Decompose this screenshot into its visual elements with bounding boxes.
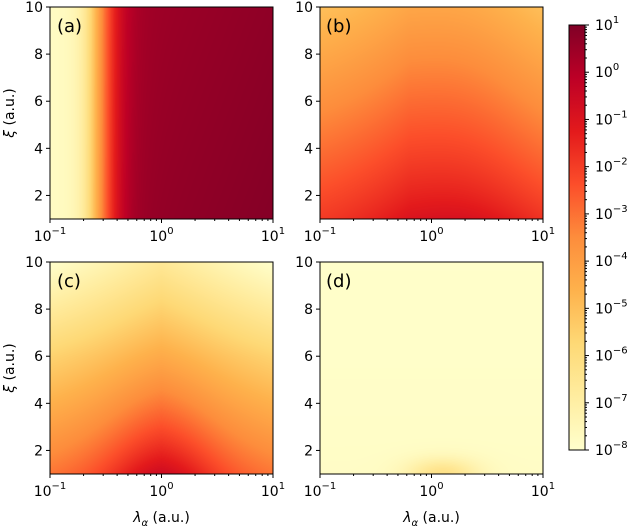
y-tick-label-b-10: 10: [295, 0, 313, 16]
colorbar-tick-label-2: 10−1: [595, 109, 628, 128]
x-tick-label-b-0: 10−1: [304, 226, 337, 245]
y-tick-label-a-10: 10: [25, 0, 43, 16]
colorbar-frame: [568, 24, 586, 451]
y-axis-label-a: ξ (a.u.): [2, 88, 18, 139]
heatmap-b: [320, 7, 543, 219]
x-tick-label-d-2: 101: [531, 481, 555, 500]
x-tick-label-b-1: 100: [419, 226, 443, 245]
x-tick-label-c-1: 100: [149, 481, 173, 500]
y-tick-label-d-10: 10: [295, 255, 313, 271]
x-tick-label-a-0: 10−1: [34, 226, 67, 245]
y-tick-label-d-4: 4: [304, 396, 313, 412]
y-tick-label-b-6: 6: [304, 94, 313, 110]
colorbar-tick-label-6: 10−5: [595, 298, 628, 317]
colorbar-tick-label-5: 10−4: [595, 251, 628, 270]
y-tick-label-b-4: 4: [304, 141, 313, 157]
y-tick-label-c-10: 10: [25, 255, 43, 271]
x-tick-label-d-0: 10−1: [304, 481, 337, 500]
colorbar-tick-label-8: 10−7: [595, 393, 628, 412]
panel-a: (a): [49, 6, 274, 220]
x-tick-label-b-2: 101: [531, 226, 555, 245]
y-tick-label-d-6: 6: [304, 349, 313, 365]
x-tick-label-a-1: 100: [149, 226, 173, 245]
y-tick-label-d-8: 8: [304, 302, 313, 318]
panel-label-a: (a): [57, 16, 82, 37]
x-tick-label-a-2: 101: [261, 226, 285, 245]
colorbar-tick-label-4: 10−3: [595, 204, 628, 223]
y-tick-label-b-8: 8: [304, 47, 313, 63]
y-tick-label-d-2: 2: [304, 443, 313, 459]
y-tick-label-c-8: 8: [34, 302, 43, 318]
y-tick-label-c-6: 6: [34, 349, 43, 365]
y-tick-label-a-4: 4: [34, 141, 43, 157]
y-axis-label-c: ξ (a.u.): [2, 343, 18, 394]
heatmap-d: [320, 262, 543, 474]
colorbar-tick-label-3: 10−2: [595, 157, 628, 176]
colorbar: [568, 24, 586, 451]
heatmap-c: [50, 262, 273, 474]
heatmap-a: [50, 7, 273, 219]
y-tick-label-a-2: 2: [34, 188, 43, 204]
panel-b: (b): [319, 6, 544, 220]
y-tick-label-c-2: 2: [34, 443, 43, 459]
panel-d: (d): [319, 261, 544, 475]
panel-c: (c): [49, 261, 274, 475]
x-axis-label-d: λα (a.u.): [402, 510, 460, 526]
panel-label-b: (b): [326, 16, 351, 37]
colorbar-tick-label-0: 101: [595, 15, 619, 34]
y-tick-label-c-4: 4: [34, 396, 43, 412]
colorbar-tick-label-1: 100: [595, 62, 619, 81]
colorbar-tick-label-7: 10−6: [595, 346, 628, 365]
x-tick-label-c-2: 101: [261, 481, 285, 500]
panel-label-d: (d): [326, 271, 351, 292]
y-tick-label-b-2: 2: [304, 188, 313, 204]
y-tick-label-a-8: 8: [34, 47, 43, 63]
x-tick-label-c-0: 10−1: [34, 481, 67, 500]
x-axis-label-c: λα (a.u.): [132, 510, 190, 526]
colorbar-fill: [569, 25, 585, 450]
panel-label-c: (c): [57, 271, 81, 292]
y-tick-label-a-6: 6: [34, 94, 43, 110]
colorbar-tick-label-9: 10−8: [595, 440, 628, 459]
x-tick-label-d-1: 100: [419, 481, 443, 500]
